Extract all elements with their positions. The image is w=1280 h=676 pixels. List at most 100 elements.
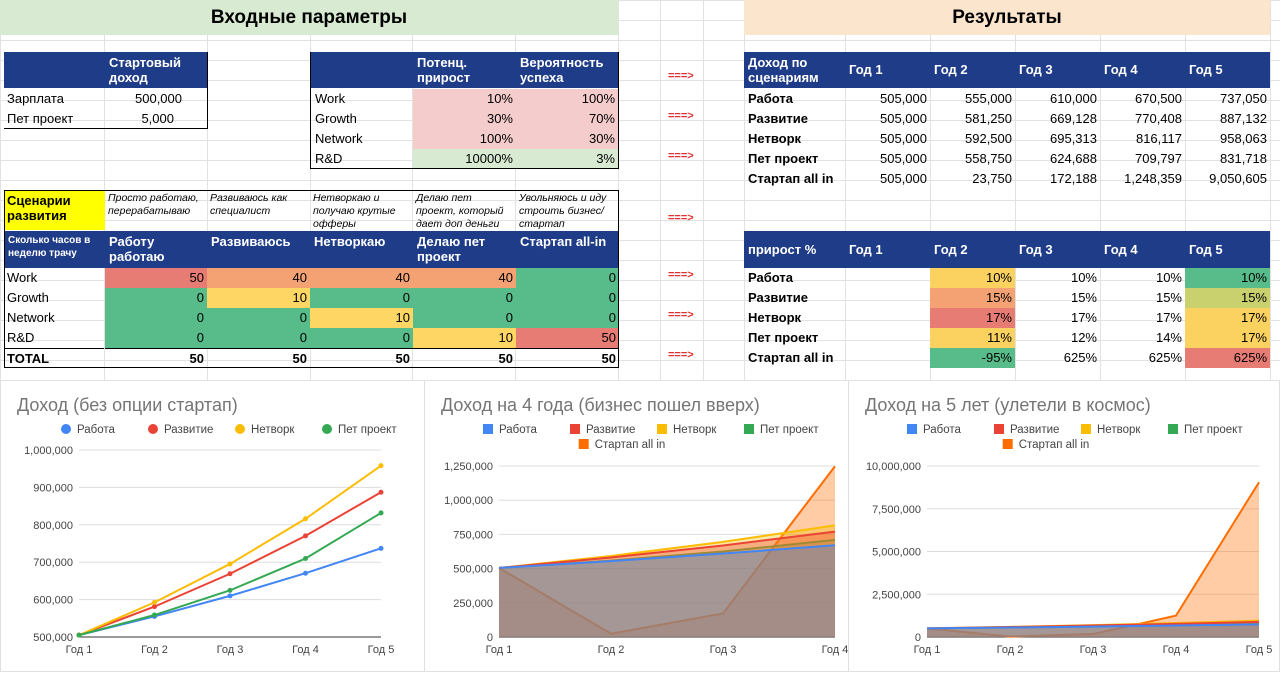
hours-cell[interactable]: 50 [105,268,207,288]
income-result-cell[interactable]: 555,000 [965,91,1012,106]
income-result-cell[interactable]: 737,050 [1220,91,1267,106]
chart-income-4-years[interactable]: Доход на 4 года (бизнес пошел вверх) Раб… [424,380,849,672]
scenario-row-label[interactable]: R&D [7,330,35,345]
income-result-cell[interactable]: 505,000 [880,171,927,186]
income-value[interactable]: 5,000 [141,111,174,126]
growth-row-label[interactable]: Work [315,91,346,106]
growth-row-label[interactable]: Network [315,131,363,146]
income-result-cell[interactable]: 581,250 [965,111,1012,126]
hours-cell[interactable]: 0 [413,288,516,308]
growth-result-cell[interactable]: -95% [930,348,1015,368]
income-result-cell[interactable]: 669,128 [1050,111,1097,126]
hours-cell[interactable]: 0 [105,328,207,348]
income-label[interactable]: Пет проект [7,111,74,126]
scenario-description[interactable]: Развиваюсь как специалист [210,192,288,217]
hours-cell[interactable]: 0 [105,308,207,328]
prob-value[interactable]: 100% [516,89,618,109]
hours-cell[interactable]: 40 [207,268,310,288]
scenario-description[interactable]: Просто работаю, перерабатываю [108,192,199,217]
prob-value[interactable]: 3% [516,149,618,169]
income-result-cell[interactable]: 9,050,605 [1209,171,1267,186]
growth-result-label[interactable]: Нетворк [748,310,802,325]
income-result-cell[interactable]: 23,750 [972,171,1012,186]
scenario-row-label[interactable]: Work [7,270,38,285]
growth-result-cell[interactable]: 17% [1070,310,1097,325]
growth-result-cell[interactable]: 10% [930,268,1015,288]
growth-value[interactable]: 100% [413,129,516,149]
growth-row-label[interactable]: Growth [315,111,357,126]
growth-result-cell[interactable]: 15% [1070,290,1097,305]
hours-cell[interactable]: 0 [207,308,310,328]
growth-result-cell[interactable]: 15% [1185,288,1270,308]
hours-cell[interactable]: 10 [310,308,413,328]
income-value[interactable]: 500,000 [135,91,182,106]
growth-result-label[interactable]: Пет проект [748,330,819,345]
result-row-label[interactable]: Нетворк [748,131,802,146]
hours-cell[interactable]: 0 [310,288,413,308]
growth-result-cell[interactable]: 10% [1070,270,1097,285]
growth-result-cell[interactable]: 11% [930,328,1015,348]
income-result-cell[interactable]: 505,000 [880,111,927,126]
income-result-cell[interactable]: 172,188 [1050,171,1097,186]
growth-value[interactable]: 30% [413,109,516,129]
growth-result-cell[interactable]: 17% [1185,308,1270,328]
income-result-cell[interactable]: 770,408 [1135,111,1182,126]
income-result-cell[interactable]: 558,750 [965,151,1012,166]
income-result-cell[interactable]: 670,500 [1135,91,1182,106]
growth-result-cell[interactable]: 625% [1185,348,1270,368]
scenario-description[interactable]: Увольняюсь и иду строить бизнес/стартап [519,192,607,230]
growth-result-cell[interactable]: 17% [1155,310,1182,325]
income-result-cell[interactable]: 816,117 [1135,131,1182,146]
scenario-row-label[interactable]: Network [7,310,55,325]
hours-cell[interactable]: 0 [207,328,310,348]
income-result-cell[interactable]: 610,000 [1050,91,1097,106]
growth-result-cell[interactable]: 15% [930,288,1015,308]
growth-value[interactable]: 10000% [413,149,516,169]
hours-cell[interactable]: 40 [310,268,413,288]
growth-result-cell[interactable]: 10% [1155,270,1182,285]
growth-row-label[interactable]: R&D [315,151,343,166]
hours-cell[interactable]: 10 [413,328,516,348]
scenario-description[interactable]: Делаю пет проект, который дает доп деньг… [416,192,504,230]
income-result-cell[interactable]: 887,132 [1220,111,1267,126]
prob-value[interactable]: 70% [516,109,618,129]
result-row-label[interactable]: Работа [748,91,793,106]
hours-cell[interactable]: 10 [207,288,310,308]
result-row-label[interactable]: Развитие [748,111,808,126]
growth-result-cell[interactable]: 10% [1185,268,1270,288]
growth-result-cell[interactable]: 625% [1148,350,1182,365]
hours-cell[interactable]: 0 [310,328,413,348]
chart-income-no-startup[interactable]: Доход (без опции стартап) Работа Развитие… [0,380,425,672]
income-result-cell[interactable]: 592,500 [965,131,1012,146]
income-result-cell[interactable]: 709,797 [1135,151,1182,166]
prob-value[interactable]: 30% [516,129,618,149]
hours-cell[interactable]: 0 [516,288,619,308]
growth-result-cell[interactable]: 17% [1185,328,1270,348]
growth-result-label[interactable]: Работа [748,270,793,285]
growth-value[interactable]: 10% [413,89,516,109]
growth-result-cell[interactable]: 12% [1070,330,1097,345]
growth-result-cell[interactable]: 14% [1155,330,1182,345]
growth-result-label[interactable]: Развитие [748,290,808,305]
income-result-cell[interactable]: 958,063 [1220,131,1267,146]
income-result-cell[interactable]: 505,000 [880,151,927,166]
hours-cell[interactable]: 0 [413,308,516,328]
scenario-row-label[interactable]: Growth [7,290,49,305]
income-result-cell[interactable]: 695,313 [1050,131,1097,146]
income-result-cell[interactable]: 505,000 [880,131,927,146]
hours-cell[interactable]: 50 [516,328,619,348]
growth-result-cell[interactable]: 625% [1063,350,1097,365]
chart-income-5-years[interactable]: Доход на 5 лет (улетели в космос) Работа… [848,380,1280,672]
income-result-cell[interactable]: 624,688 [1050,151,1097,166]
scenario-description[interactable]: Нетворкаю и получаю крутые офферы [313,192,396,230]
income-result-cell[interactable]: 831,718 [1220,151,1267,166]
income-label[interactable]: Зарплата [7,91,64,106]
hours-cell[interactable]: 0 [516,268,619,288]
hours-cell[interactable]: 0 [105,288,207,308]
hours-cell[interactable]: 0 [516,308,619,328]
growth-result-cell[interactable]: 17% [930,308,1015,328]
hours-cell[interactable]: 40 [413,268,516,288]
income-result-cell[interactable]: 1,248,359 [1124,171,1182,186]
result-row-label[interactable]: Пет проект [748,151,819,166]
growth-result-label[interactable]: Стартап all in [748,350,834,365]
